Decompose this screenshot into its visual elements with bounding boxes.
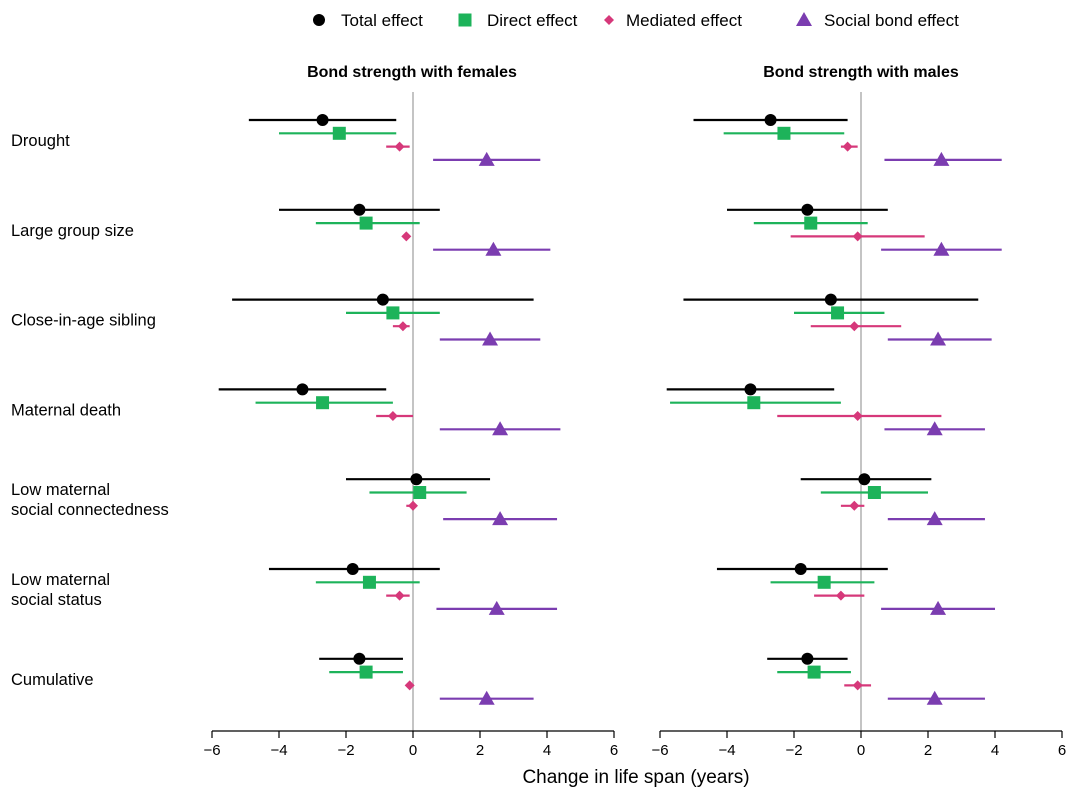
panel-females: Bond strength with females −6 −4 −2 0 2 4 6 xyxy=(203,64,618,759)
legend-circle-icon xyxy=(313,14,325,26)
x-tick-label: 2 xyxy=(476,742,484,759)
point-social xyxy=(926,690,943,705)
point-social xyxy=(488,600,505,615)
point-direct xyxy=(867,486,881,499)
panel-title: Bond strength with males xyxy=(763,64,959,81)
point-social xyxy=(478,690,495,705)
point-mediated xyxy=(404,680,415,691)
x-tick-label: 6 xyxy=(1058,742,1066,759)
point-total xyxy=(410,473,423,486)
point-direct xyxy=(386,306,400,320)
legend-triangle-icon xyxy=(796,12,812,26)
point-mediated xyxy=(852,680,863,691)
point-direct xyxy=(359,665,373,679)
legend-label-total: Total effect xyxy=(341,11,423,30)
row-label: social connectedness xyxy=(11,501,169,519)
point-social xyxy=(930,600,947,615)
point-mediated xyxy=(842,141,853,152)
point-direct xyxy=(316,396,330,410)
point-social xyxy=(933,241,950,256)
x-tick-label: 6 xyxy=(610,742,618,759)
point-direct xyxy=(413,486,427,499)
row-label: Low maternal xyxy=(11,571,110,589)
row-label: Drought xyxy=(11,132,70,150)
legend-square-icon xyxy=(458,13,472,27)
point-mediated xyxy=(387,411,398,421)
point-mediated xyxy=(401,231,412,242)
x-tick-label: 4 xyxy=(543,742,551,759)
point-direct xyxy=(817,575,831,589)
point-social xyxy=(485,241,502,256)
point-direct xyxy=(807,665,821,679)
x-tick-label: −6 xyxy=(651,742,668,759)
legend-label-mediated: Mediated effect xyxy=(626,11,742,30)
legend-diamond-icon xyxy=(604,15,614,25)
point-total xyxy=(744,383,757,396)
point-direct xyxy=(831,306,845,320)
point-direct xyxy=(359,216,373,230)
point-mediated xyxy=(849,321,860,332)
point-social xyxy=(492,511,509,526)
point-mediated xyxy=(852,231,863,242)
x-tick-label: 2 xyxy=(924,742,932,759)
row-label: Large group size xyxy=(11,222,134,240)
row-label: Close-in-age sibling xyxy=(11,312,156,330)
point-direct xyxy=(747,396,761,410)
point-total xyxy=(346,563,359,575)
x-tick-label: −6 xyxy=(203,742,220,759)
point-social xyxy=(926,421,943,436)
point-mediated xyxy=(835,590,846,601)
legend-label-direct: Direct effect xyxy=(487,11,578,30)
point-mediated xyxy=(408,500,418,511)
point-total xyxy=(858,473,871,486)
x-tick-label: 0 xyxy=(409,742,417,759)
point-total xyxy=(794,563,807,575)
point-total xyxy=(376,293,389,306)
point-total xyxy=(353,652,366,665)
point-total xyxy=(801,203,814,216)
x-tick-label: −2 xyxy=(337,742,354,759)
legend-item-total: Total effect xyxy=(313,11,423,30)
row-label: social status xyxy=(11,591,102,609)
point-social xyxy=(926,511,943,526)
point-social xyxy=(492,421,509,436)
legend-label-social: Social bond effect xyxy=(824,11,959,30)
point-mediated xyxy=(397,321,408,332)
point-total xyxy=(801,652,814,665)
x-axis-title: Change in life span (years) xyxy=(522,767,749,788)
row-labels: Drought Large group size Close-in-age sibl… xyxy=(11,132,169,689)
x-tick-label: −4 xyxy=(270,742,287,759)
point-direct xyxy=(804,216,818,230)
point-total xyxy=(296,383,309,396)
point-mediated xyxy=(849,500,860,511)
point-total xyxy=(353,203,366,216)
panel-title: Bond strength with females xyxy=(307,64,517,81)
row-label: Low maternal xyxy=(11,481,110,499)
point-mediated xyxy=(852,411,863,421)
legend: Total effect Direct effect Mediated effect… xyxy=(313,11,959,30)
point-direct xyxy=(777,126,791,140)
point-total xyxy=(824,293,837,306)
point-direct xyxy=(332,126,346,140)
x-tick-label: −2 xyxy=(785,742,802,759)
point-social xyxy=(482,331,499,346)
point-total xyxy=(316,114,329,126)
x-tick-label: 0 xyxy=(857,742,865,759)
point-mediated xyxy=(394,590,405,601)
point-direct xyxy=(362,575,376,589)
point-mediated xyxy=(394,141,405,152)
legend-item-mediated: Mediated effect xyxy=(604,11,742,30)
point-social xyxy=(933,151,950,166)
row-label: Cumulative xyxy=(11,671,94,689)
row-label: Maternal death xyxy=(11,401,121,419)
point-social xyxy=(478,151,495,166)
legend-item-direct: Direct effect xyxy=(458,11,578,30)
legend-item-social: Social bond effect xyxy=(796,11,959,30)
x-tick-label: −4 xyxy=(718,742,735,759)
point-total xyxy=(764,114,777,126)
x-tick-label: 4 xyxy=(991,742,999,759)
point-social xyxy=(930,331,947,346)
panel-males: Bond strength with males −6 −4 −2 0 2 4 6 xyxy=(651,64,1066,759)
